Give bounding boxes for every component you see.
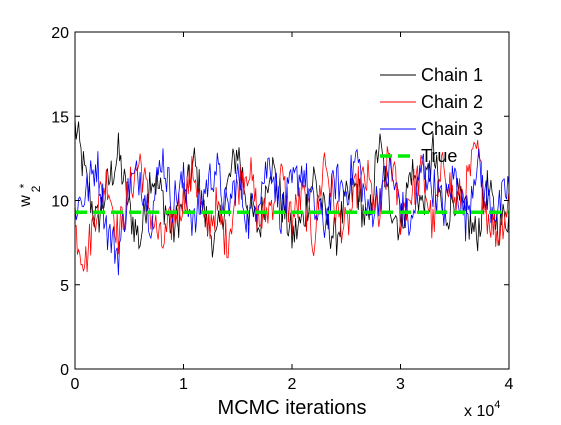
y-tick-label: 15 — [51, 109, 69, 126]
axis-labels: MCMC iterations x 104 w * 2 — [17, 183, 500, 420]
y-tick-label: 20 — [51, 25, 69, 42]
legend: Chain 1 Chain 2 Chain 3 True — [380, 65, 483, 166]
axis-ticks: 0 1 2 3 4 0 5 10 15 20 — [51, 25, 513, 393]
y-tick-label: 5 — [60, 278, 69, 295]
x-tick-label: 3 — [396, 376, 405, 393]
series-line-chain-2 — [74, 139, 510, 273]
y-axis-label-main: w — [17, 195, 34, 208]
legend-label: True — [421, 146, 457, 166]
x-axis-multiplier: x 104 — [464, 399, 500, 420]
legend-label: Chain 2 — [421, 92, 483, 112]
y-tick-label: 0 — [60, 362, 69, 379]
x-tick-label: 1 — [179, 376, 188, 393]
x-tick-label: 2 — [288, 376, 297, 393]
legend-label: Chain 3 — [421, 119, 483, 139]
y-axis-label-subscript: 2 — [29, 185, 43, 192]
x-axis-multiplier-base: x 10 — [464, 403, 494, 420]
x-tick-label: 4 — [505, 376, 514, 393]
x-tick-label: 0 — [71, 376, 80, 393]
y-axis-label-superscript: * — [17, 183, 31, 188]
legend-label: Chain 1 — [421, 65, 483, 85]
y-axis-label: w * 2 — [17, 183, 43, 207]
x-axis-multiplier-exponent: 4 — [494, 399, 500, 411]
series-layer — [74, 117, 510, 276]
x-axis-label: MCMC iterations — [218, 397, 367, 419]
y-tick-label: 10 — [51, 194, 69, 211]
